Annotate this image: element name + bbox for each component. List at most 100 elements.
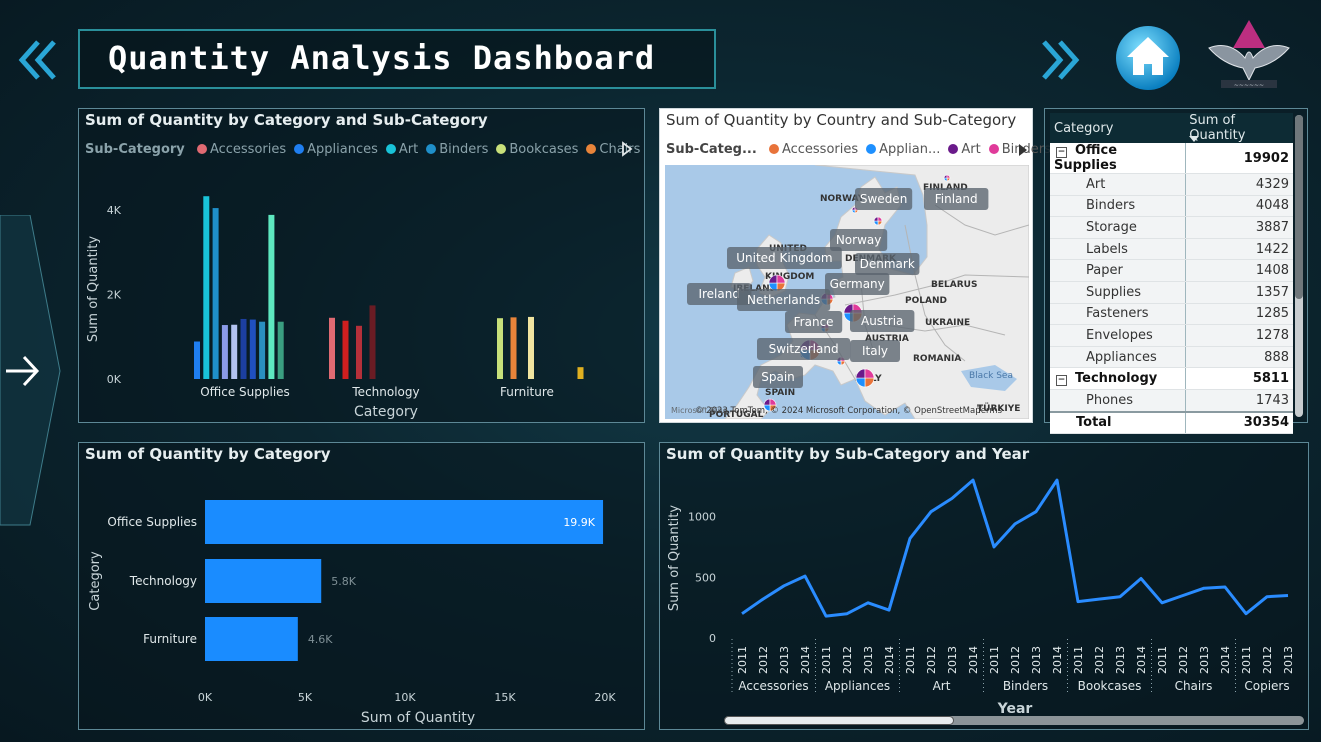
matrix-subcategory-row[interactable]: Supplies 1357 — [1050, 281, 1293, 304]
legend-swatch — [866, 144, 877, 154]
country-label: Germany — [830, 277, 885, 291]
x-group-label: Copiers — [1244, 679, 1289, 693]
col-header-category[interactable]: Category — [1050, 113, 1186, 143]
legend-scroll-icon[interactable] — [621, 141, 633, 157]
matrix-subcategory-row[interactable]: Labels 1422 — [1050, 238, 1293, 261]
matrix-label-cell: − Technology — [1050, 367, 1186, 390]
bar[interactable] — [221, 325, 228, 379]
series-line[interactable] — [741, 478, 1289, 618]
legend-item-label[interactable]: Accessories — [209, 142, 287, 157]
bar[interactable] — [205, 559, 322, 603]
legend-item-label[interactable]: Art — [398, 142, 419, 157]
map-pie-marker[interactable] — [763, 398, 777, 412]
x-scroll-thumb[interactable] — [724, 716, 954, 725]
country-label: Italy — [862, 344, 888, 358]
bar[interactable] — [203, 196, 210, 379]
legend-item-label[interactable]: Chairs — [599, 142, 641, 157]
bar[interactable] — [510, 317, 517, 379]
map-pie-marker[interactable] — [855, 368, 875, 388]
matrix-subcategory-row[interactable]: Appliances 888 — [1050, 346, 1293, 369]
bar[interactable] — [369, 305, 376, 379]
map-attribution: © 2023 TomTom, © 2024 Microsoft Corporat… — [695, 406, 981, 416]
bar[interactable] — [240, 318, 247, 379]
matrix-category-row[interactable]: − Technology 5811 — [1050, 367, 1293, 390]
matrix-label-cell: Phones — [1050, 389, 1186, 413]
matrix-subcategory-row[interactable]: Envelopes 1278 — [1050, 324, 1293, 347]
data-label: 5.8K — [331, 575, 356, 588]
legend-scroll-icon[interactable] — [1018, 143, 1028, 157]
legend-item-label[interactable]: Applian... — [879, 142, 941, 157]
collapse-icon[interactable]: − — [1056, 375, 1067, 387]
x-tick-label: 10K — [394, 691, 416, 704]
legend-item-label[interactable]: Accessories — [781, 142, 859, 157]
x-scrollbar[interactable] — [724, 716, 1304, 725]
map-pie-marker[interactable] — [873, 216, 883, 226]
nav-back-button[interactable] — [16, 38, 60, 82]
collapse-icon[interactable]: − — [1056, 147, 1067, 158]
x-tick-label: 2012 — [1093, 646, 1106, 674]
bar[interactable] — [528, 316, 534, 379]
x-axis-title: Sum of Quantity — [361, 710, 475, 726]
legend-item-label[interactable]: Art — [961, 142, 981, 157]
legend-item-label[interactable]: Binders — [439, 142, 489, 157]
x-tick-label: 2013 — [1282, 646, 1295, 674]
matrix-subcategory-row[interactable]: Phones 1743 — [1050, 389, 1293, 413]
matrix-label-cell: Envelopes — [1050, 324, 1186, 347]
pie-slice — [877, 216, 883, 222]
map-base-label: BELARUS — [931, 280, 977, 290]
map-pie-marker[interactable] — [768, 274, 786, 292]
legend-swatch — [294, 144, 305, 154]
bar[interactable] — [329, 317, 335, 379]
arrow-right-icon — [6, 355, 40, 387]
legend-swatch — [426, 144, 437, 154]
x-tick-label: 2011 — [904, 646, 917, 674]
x-tick-label: 20K — [594, 691, 616, 704]
matrix-label-cell: − Office Supplies — [1050, 143, 1186, 174]
matrix-subcategory-row[interactable]: Binders 4048 — [1050, 195, 1293, 218]
matrix-label-cell: Appliances — [1050, 346, 1186, 369]
legend-item-label[interactable]: Appliances — [307, 142, 378, 157]
europe-map[interactable]: NORWAYFINLANDUNITEDKINGDOMDENMARKIRELAND… — [665, 165, 1029, 419]
country-label: Sweden — [860, 192, 907, 206]
cat-subcat-chart: 0K 2K 4K Sum of Quantity Office Supplies Tech… — [86, 196, 584, 420]
map-pie-marker[interactable] — [943, 174, 951, 182]
legend-item-label[interactable]: Bookcases — [509, 142, 579, 157]
double-chevron-right-icon — [1042, 40, 1080, 80]
bar[interactable] — [268, 214, 275, 379]
side-nav-button[interactable] — [0, 214, 62, 527]
matrix-subcategory-row[interactable]: Fasteners 1285 — [1050, 303, 1293, 326]
country-label: Austria — [861, 314, 903, 328]
map-terms-link[interactable]: Terms — [976, 406, 1003, 416]
country-label: Denmark — [860, 257, 915, 271]
x-tick-label: 2011 — [736, 646, 749, 674]
x-tick-label: 2012 — [1177, 646, 1190, 674]
bar[interactable] — [259, 321, 266, 379]
matrix-scrollbar[interactable] — [1295, 115, 1303, 417]
matrix-subcategory-row[interactable]: Paper 1408 — [1050, 259, 1293, 282]
matrix-category-row[interactable]: − Office Supplies 19902 — [1050, 143, 1293, 174]
matrix-label-cell: Binders — [1050, 195, 1186, 218]
map-base-label: ROMANIA — [913, 354, 961, 364]
bar[interactable] — [205, 500, 604, 544]
bar[interactable] — [249, 319, 256, 379]
home-button[interactable] — [1115, 25, 1181, 91]
x-tick-label: 2014 — [883, 646, 896, 674]
matrix-scroll-thumb[interactable] — [1295, 115, 1303, 299]
matrix-subcategory-row[interactable]: Art 4329 — [1050, 173, 1293, 196]
col-header-quantity-label: Sum of Quantity — [1189, 113, 1246, 143]
matrix-subcategory-row[interactable]: Storage 3887 — [1050, 216, 1293, 239]
country-label: United Kingdom — [736, 251, 832, 265]
nav-forward-button[interactable] — [1038, 38, 1082, 82]
eagle-logo-icon: ~~~~~~ — [1208, 20, 1290, 89]
bar[interactable] — [205, 617, 298, 661]
bar[interactable] — [577, 367, 584, 379]
bar[interactable] — [277, 321, 284, 379]
bar[interactable] — [231, 324, 238, 379]
bar[interactable] — [194, 341, 200, 379]
bar[interactable] — [212, 208, 219, 379]
bar[interactable] — [342, 320, 349, 379]
bar[interactable] — [356, 325, 362, 379]
col-header-quantity[interactable]: Sum of Quantity — [1185, 113, 1293, 143]
bar[interactable] — [497, 318, 503, 379]
country-label: Switzerland — [769, 342, 839, 356]
